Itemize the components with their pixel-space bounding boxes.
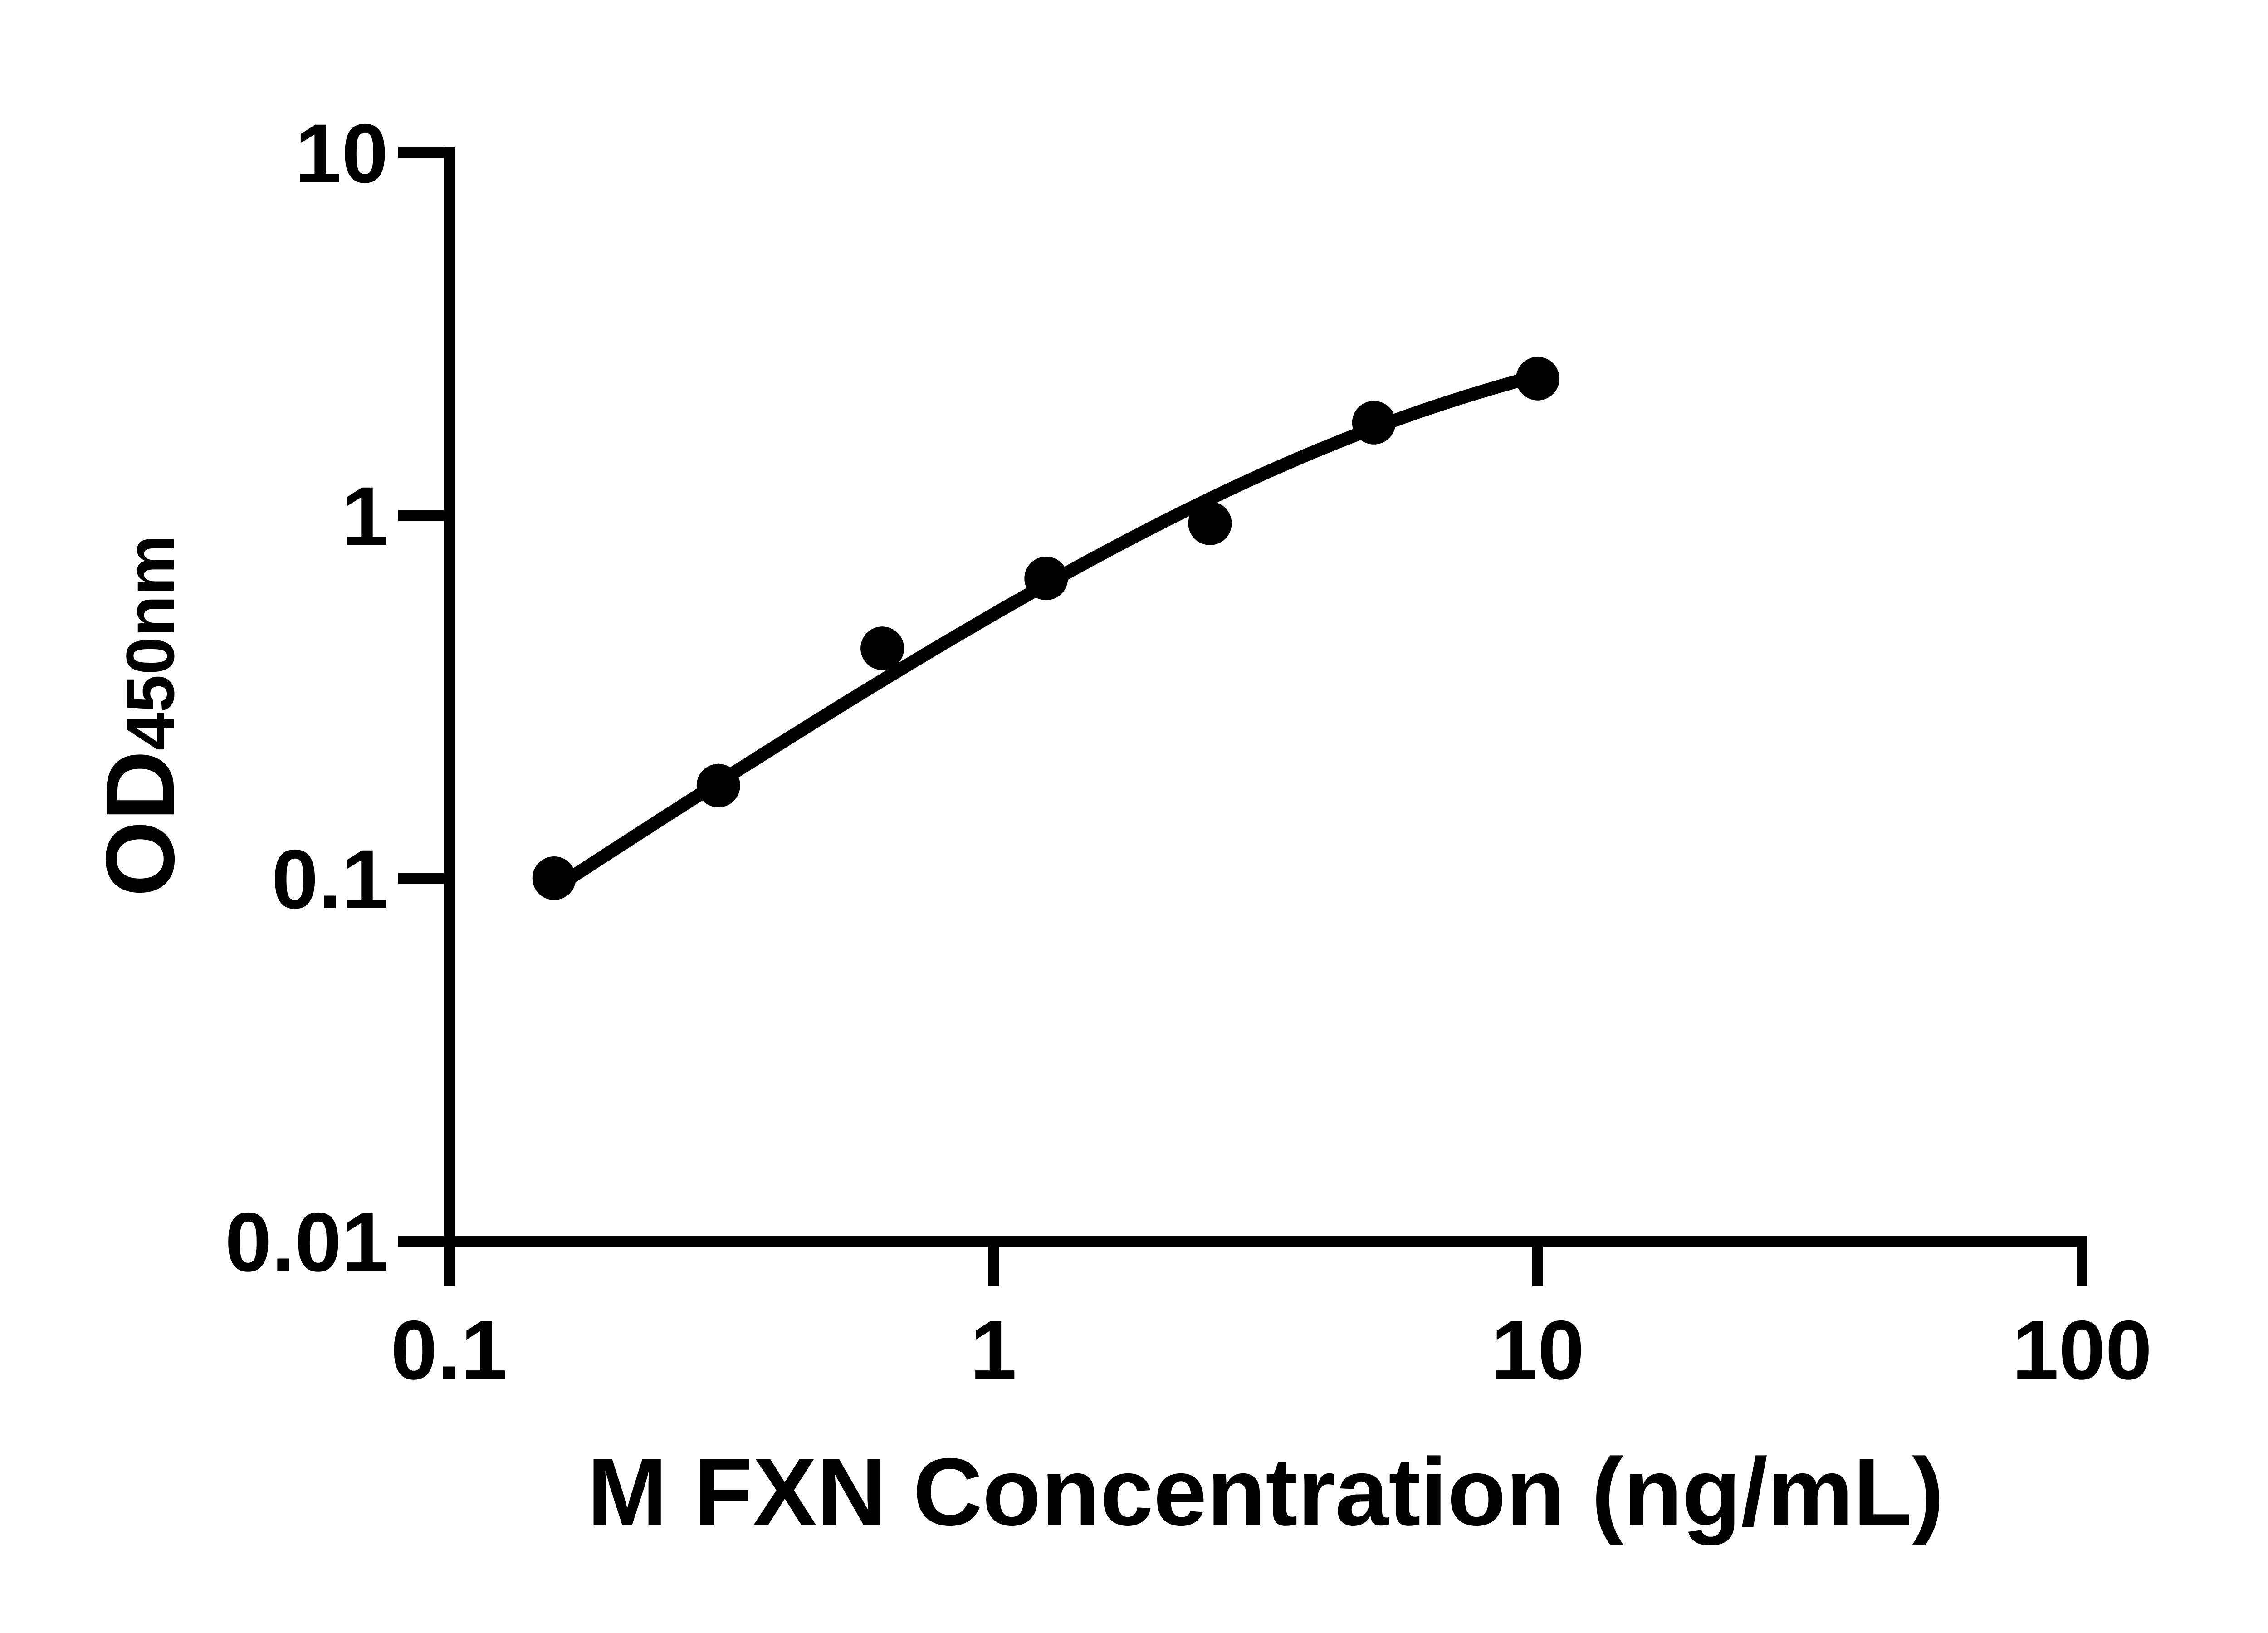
y-tick-label: 10: [295, 107, 388, 200]
x-tick-marks: [444, 1241, 2087, 1286]
x-tick-label: 1: [970, 1304, 1017, 1397]
data-point: [860, 626, 904, 670]
x-axis-title: M FXN Concentration (ng/mL): [587, 1438, 1944, 1545]
x-tick-label: 10: [1491, 1304, 1584, 1397]
y-tick-label: 0.01: [225, 1196, 388, 1289]
y-axis-title-subscript: 450nm: [112, 535, 188, 750]
y-axis-title-main: OD: [85, 750, 195, 897]
data-point: [1188, 501, 1232, 545]
data-point: [1024, 557, 1068, 601]
data-point: [1516, 357, 1559, 401]
y-tick-marks: [398, 147, 449, 1247]
x-tick-label: 0.1: [391, 1304, 507, 1397]
y-tick-labels: 0.01 0.1 1 10: [225, 107, 388, 1289]
data-point: [532, 856, 576, 900]
y-tick-label: 1: [342, 470, 388, 563]
y-tick-label: 0.1: [272, 833, 388, 926]
fit-curve-layer: [547, 369, 1545, 895]
fit-curve: [547, 369, 1545, 895]
x-tick-labels: 0.1 1 10 100: [391, 1304, 2152, 1397]
x-tick-label: 100: [2012, 1304, 2152, 1397]
data-point: [1352, 401, 1396, 445]
y-axis-title: OD450nm: [85, 535, 195, 897]
data-point: [696, 763, 740, 807]
data-point-layer: [532, 357, 1559, 900]
